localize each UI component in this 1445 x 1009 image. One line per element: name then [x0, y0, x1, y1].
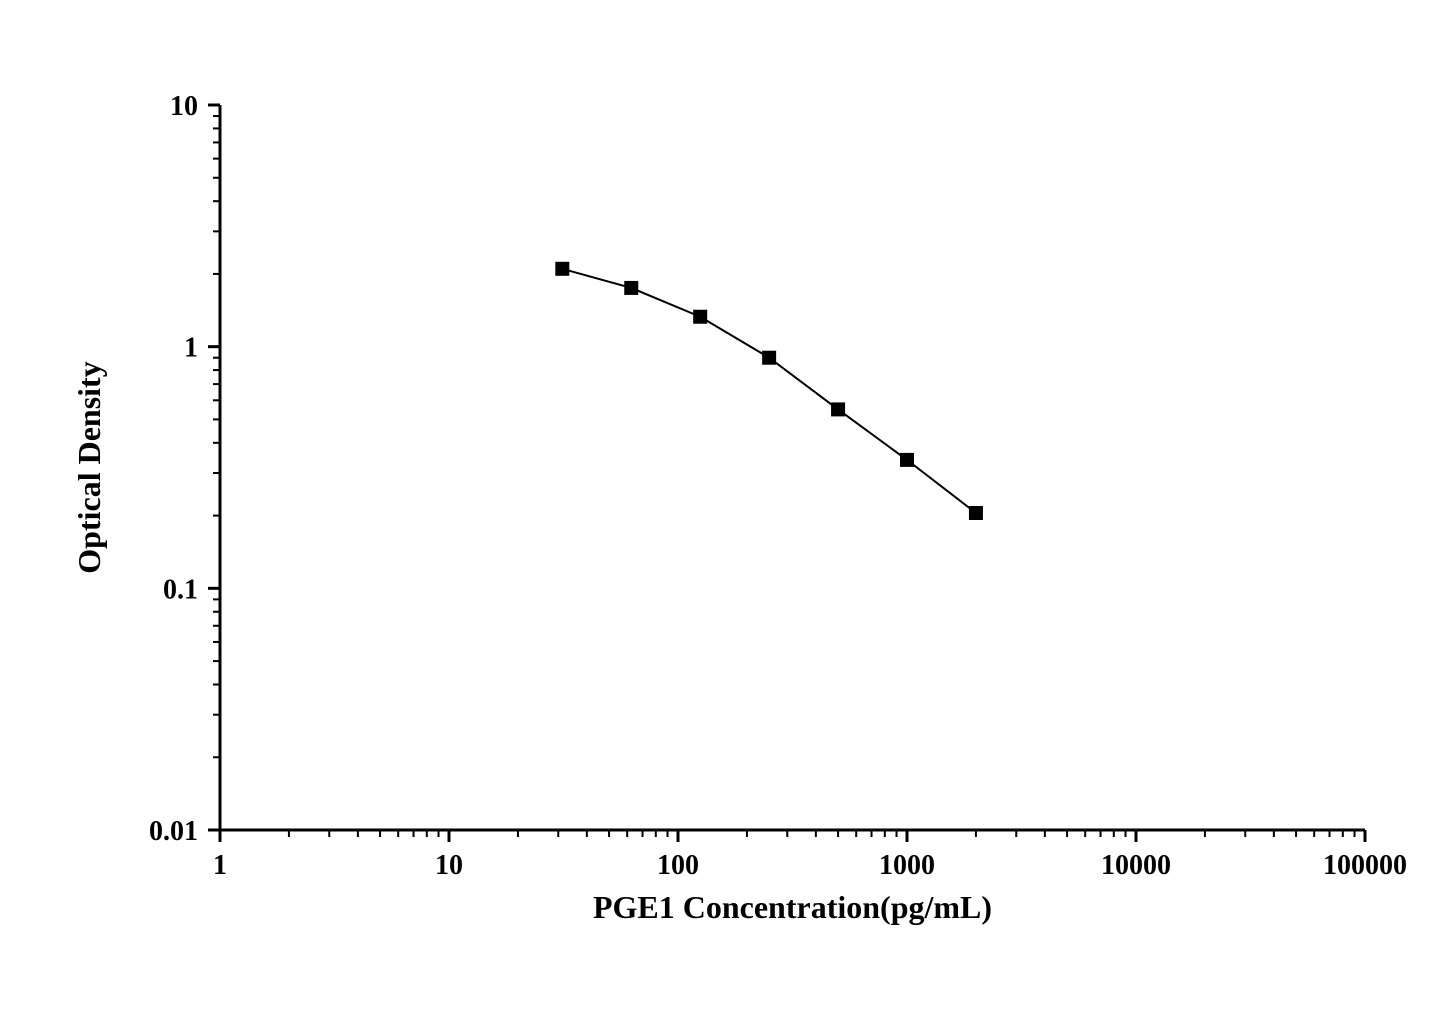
x-tick-label: 1	[213, 850, 227, 881]
x-tick-label: 100	[657, 850, 699, 881]
line-chart: 1 10 100 1000 10000 100000 0.01 0.1 1 10 PGE1 Conc…	[0, 0, 1445, 1009]
data-marker	[969, 506, 983, 520]
y-tick-label: 0.01	[149, 816, 198, 847]
data-marker	[693, 310, 707, 324]
data-marker	[555, 262, 569, 276]
data-marker	[900, 453, 914, 467]
x-tick-label: 1000	[879, 850, 935, 881]
y-tick-label: 10	[170, 91, 198, 122]
y-axis-label: Optical Density	[71, 361, 107, 573]
y-tick-label: 1	[184, 333, 198, 364]
x-axis-label: PGE1 Concentration(pg/mL)	[593, 889, 992, 925]
data-marker	[831, 402, 845, 416]
x-tick-label: 10	[435, 850, 463, 881]
data-marker	[762, 351, 776, 365]
x-tick-label: 10000	[1101, 850, 1171, 881]
data-marker	[624, 281, 638, 295]
chart-container: 1 10 100 1000 10000 100000 0.01 0.1 1 10 PGE1 Conc…	[0, 0, 1445, 1009]
x-tick-label: 100000	[1323, 850, 1407, 881]
y-tick-label: 0.1	[163, 574, 198, 605]
